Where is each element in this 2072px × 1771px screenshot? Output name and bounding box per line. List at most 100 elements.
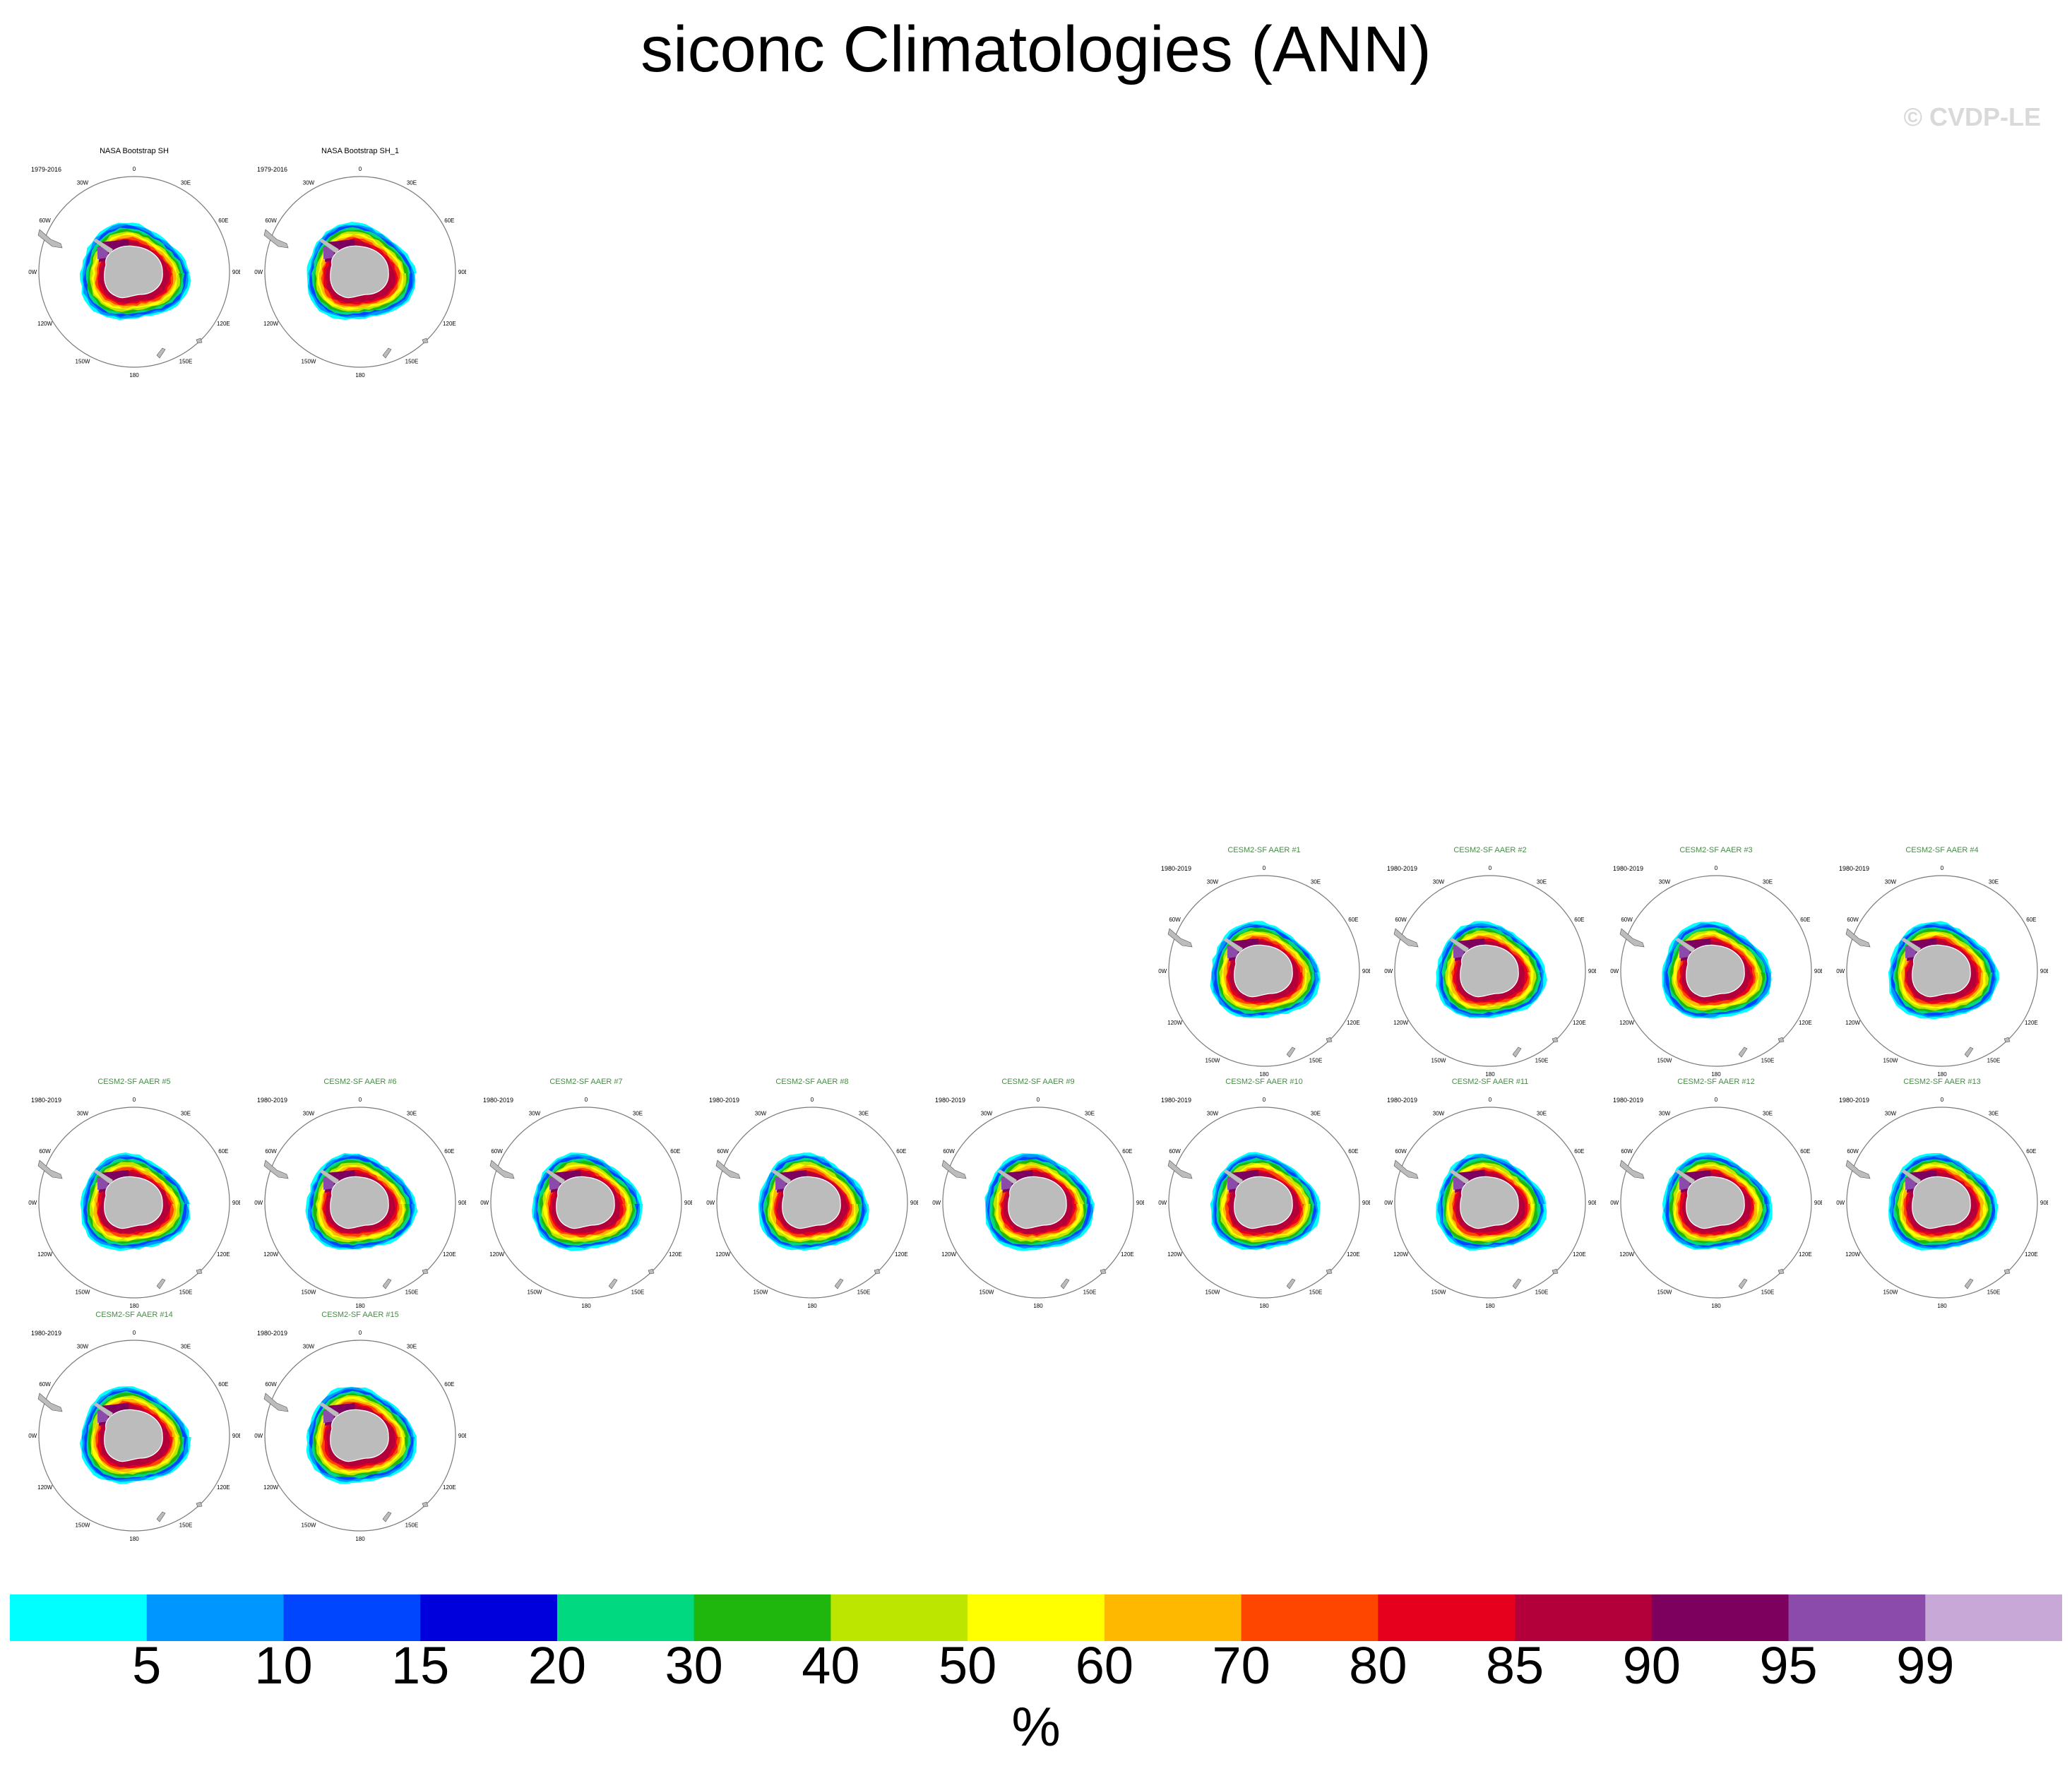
- panel-title: CESM2-SF AAER #1: [1227, 846, 1300, 854]
- lon-label: 30E: [181, 1344, 191, 1350]
- lon-label: 90W: [1384, 1200, 1393, 1206]
- lon-label: 30W: [1433, 1111, 1445, 1117]
- panel-years: 1980-2019: [709, 1097, 739, 1104]
- map-panel-m12: CESM2-SF AAER #12 1980-2019 0 30E 60E 90E 120E…: [1610, 1075, 1822, 1316]
- panel-title: CESM2-SF AAER #10: [1225, 1078, 1302, 1086]
- lon-label: 60E: [1348, 917, 1358, 923]
- antarctic-peninsula: [1901, 938, 1921, 953]
- south-america-land: [1845, 1159, 1871, 1179]
- tasmania-land: [1326, 1268, 1333, 1275]
- south-america-land: [37, 229, 63, 249]
- antarctica-land: [330, 1409, 389, 1462]
- tasmania-land: [1778, 1268, 1785, 1275]
- lon-label: 60W: [39, 1148, 51, 1155]
- lon-label: 150E: [405, 358, 419, 364]
- lon-label: 60W: [1847, 1148, 1859, 1155]
- lon-label: 60E: [1800, 1148, 1810, 1155]
- panel-years: 1980-2019: [31, 1097, 61, 1104]
- lon-label: 0: [1263, 865, 1266, 871]
- lon-label: 30W: [77, 180, 89, 186]
- lon-label: 120W: [1393, 1020, 1408, 1026]
- lon-label: 150E: [1535, 1057, 1549, 1063]
- lon-label: 180: [1485, 1303, 1495, 1309]
- lon-label: 150E: [1761, 1289, 1775, 1295]
- lon-label: 90W: [706, 1200, 715, 1206]
- lon-label: 90W: [1158, 968, 1167, 974]
- lon-label: 120W: [37, 321, 52, 327]
- lon-label: 120E: [1347, 1020, 1360, 1026]
- lon-label: 90W: [1158, 1200, 1167, 1206]
- antarctic-peninsula: [319, 1169, 339, 1184]
- lon-label: 60W: [1395, 917, 1407, 923]
- antarctica-land: [1234, 944, 1293, 998]
- antarctica-land: [1460, 944, 1519, 998]
- lon-label: 30E: [1537, 879, 1547, 886]
- panel-years: 1980-2019: [1387, 865, 1417, 872]
- new-zealand-land: [1964, 1046, 1974, 1058]
- panel-title: CESM2-SF AAER #9: [1001, 1078, 1074, 1086]
- lon-label: 30E: [1763, 879, 1773, 886]
- lon-label: 150E: [1987, 1289, 2001, 1295]
- lon-label: 90E: [1136, 1200, 1144, 1206]
- map-panel-obs2: NASA Bootstrap SH_1 1979-2016 0 30E 60E 90E 12…: [254, 145, 466, 385]
- lon-label: 150E: [1987, 1057, 2001, 1063]
- tasmania-land: [422, 1268, 429, 1275]
- lon-label: 30W: [303, 1111, 315, 1117]
- lon-label: 90E: [458, 1200, 466, 1206]
- panel-title: CESM2-SF AAER #13: [1903, 1078, 1980, 1086]
- lon-label: 120E: [217, 1484, 230, 1491]
- tasmania-land: [196, 1268, 203, 1275]
- lon-label: 150E: [1083, 1289, 1097, 1295]
- lon-label: 120E: [2025, 1251, 2038, 1258]
- new-zealand-land: [156, 1511, 166, 1522]
- lon-label: 150W: [1431, 1289, 1446, 1295]
- colorbar-tick-label: 15: [391, 1636, 449, 1693]
- lon-label: 90W: [28, 1433, 37, 1439]
- lon-label: 60W: [491, 1148, 503, 1155]
- tasmania-land: [196, 1501, 203, 1508]
- panel-title: CESM2-SF AAER #2: [1453, 846, 1526, 854]
- lon-label: 0: [359, 1097, 362, 1103]
- panel-years: 1980-2019: [483, 1097, 513, 1104]
- lon-label: 180: [1033, 1303, 1043, 1309]
- colorbar-tick-label: 20: [528, 1636, 586, 1693]
- colorbar-unit-label: %: [1011, 1695, 1061, 1758]
- antarctica-land: [556, 1176, 615, 1229]
- lon-label: 90E: [458, 1433, 466, 1439]
- lon-label: 90W: [1384, 968, 1393, 974]
- panel-years: 1980-2019: [1387, 1097, 1417, 1104]
- antarctica-land: [104, 245, 163, 299]
- panel-title: CESM2-SF AAER #3: [1679, 846, 1752, 854]
- tasmania-land: [196, 338, 203, 344]
- lon-label: 90E: [1814, 968, 1822, 974]
- lon-label: 30E: [1311, 1111, 1321, 1117]
- colorbar-swatch: [556, 1594, 695, 1641]
- antarctica-land: [1460, 1176, 1519, 1229]
- map-panel-m4: CESM2-SF AAER #4 1980-2019 0 30E 60E 90E 120E 1…: [1836, 844, 2048, 1084]
- lon-label: 120W: [489, 1251, 504, 1258]
- lon-label: 120E: [1799, 1251, 1812, 1258]
- new-zealand-land: [1964, 1278, 1974, 1289]
- lon-label: 150E: [1761, 1057, 1775, 1063]
- map-panel-m7: CESM2-SF AAER #7 1980-2019 0 30E 60E 90E 120E 1…: [480, 1075, 692, 1316]
- lon-label: 120E: [217, 1251, 230, 1258]
- lon-label: 150W: [1431, 1057, 1446, 1063]
- lon-label: 0: [133, 166, 136, 172]
- lon-label: 180: [1937, 1071, 1947, 1078]
- panel-title: NASA Bootstrap SH_1: [321, 147, 399, 155]
- lon-label: 150W: [528, 1289, 542, 1295]
- lon-label: 150W: [76, 1522, 90, 1528]
- antarctica-land: [1686, 944, 1745, 998]
- lon-label: 180: [807, 1303, 817, 1309]
- lon-label: 60W: [943, 1148, 955, 1155]
- new-zealand-land: [1738, 1046, 1748, 1058]
- lon-label: 150E: [179, 358, 193, 364]
- map-panel-m3: CESM2-SF AAER #3 1980-2019 0 30E 60E 90E 120E 1…: [1610, 844, 1822, 1084]
- map-panel-m10: CESM2-SF AAER #10 1980-2019 0 30E 60E 90E 120E…: [1158, 1075, 1370, 1316]
- panel-years: 1980-2019: [935, 1097, 965, 1104]
- map-panel-m5: CESM2-SF AAER #5 1980-2019 0 30E 60E 90E 120E 1…: [28, 1075, 240, 1316]
- lon-label: 0: [1489, 865, 1492, 871]
- lon-label: 120W: [37, 1251, 52, 1258]
- lon-label: 60E: [1574, 1148, 1584, 1155]
- new-zealand-land: [1738, 1278, 1748, 1289]
